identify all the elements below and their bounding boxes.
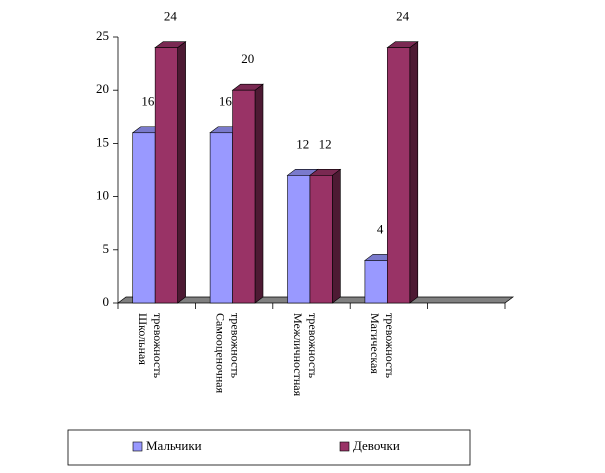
x-tick-label: Магическая тревожность	[368, 313, 398, 379]
bar-front	[154, 47, 178, 304]
bar	[309, 168, 342, 304]
legend-box	[67, 429, 471, 466]
bar-front	[232, 89, 256, 304]
legend-swatch	[132, 441, 143, 452]
value-label: 12	[319, 136, 332, 151]
value-label: 16	[219, 94, 233, 109]
bar-side	[332, 168, 341, 304]
bar	[231, 83, 264, 304]
value-label: 24	[396, 9, 410, 24]
y-tick-label: 20	[96, 81, 109, 96]
bar-front	[132, 132, 156, 304]
legend-label: Мальчики	[146, 438, 202, 453]
bar	[386, 41, 419, 304]
x-tick-label: Школьная тревожность	[136, 313, 166, 379]
y-tick-label: 15	[96, 134, 109, 149]
value-label: 24	[164, 9, 178, 24]
legend-label: Девочки	[353, 438, 400, 453]
value-label: 4	[377, 221, 384, 236]
bar-front	[364, 260, 388, 304]
y-tick-label: 0	[103, 294, 110, 309]
bar-side	[177, 41, 186, 304]
y-tick-label: 25	[96, 28, 109, 43]
x-tick-label: Межличностная тревожность	[290, 313, 320, 397]
bar-front	[287, 175, 311, 304]
value-label: 20	[241, 51, 254, 66]
bar-side	[409, 41, 419, 304]
bar	[154, 41, 187, 304]
y-tick-label: 5	[103, 241, 110, 256]
value-label: 12	[296, 136, 309, 151]
bar-side	[254, 83, 264, 304]
legend-swatch	[339, 441, 350, 452]
x-tick-label: Самооценочная тревожность	[213, 313, 243, 394]
bar-front	[209, 132, 233, 304]
bar-front	[309, 175, 333, 304]
bar-front	[387, 47, 411, 304]
y-tick-label: 10	[96, 188, 109, 203]
value-label: 16	[141, 94, 155, 109]
